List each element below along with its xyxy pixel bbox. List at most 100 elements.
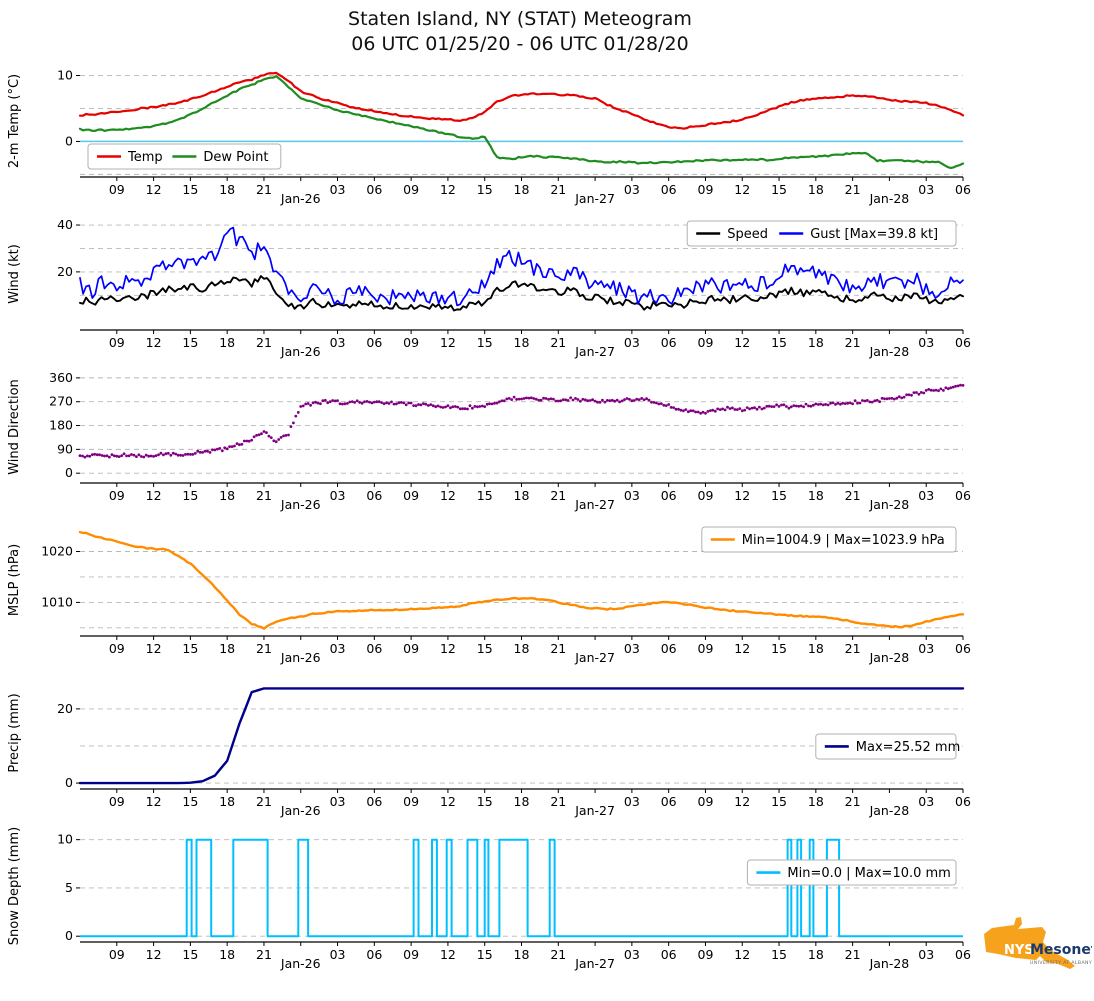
meteogram-panels: 0 10 2-m Temp (°C) 09 12 15 18 21 Jan-26 03 06 09 12… <box>0 57 1094 975</box>
svg-text:03: 03 <box>624 794 640 809</box>
svg-text:21: 21 <box>845 794 861 809</box>
svg-text:09: 09 <box>109 335 125 350</box>
series-Dew Point <box>78 75 965 170</box>
panel-precip: 0 20 Precip (mm) 09 12 15 18 21 Jan-26 03 06 09 12 15… <box>7 687 971 818</box>
svg-text:06: 06 <box>661 641 677 656</box>
svg-text:09: 09 <box>698 335 714 350</box>
legend: Max=25.52 mm <box>815 733 960 760</box>
svg-text:09: 09 <box>403 182 419 197</box>
svg-text:21: 21 <box>550 641 566 656</box>
series-Min=0.0 | Max=10.0 mm <box>80 838 963 938</box>
y-axis: 0 90 180 270 360 <box>49 370 80 480</box>
svg-text:03: 03 <box>918 947 934 962</box>
svg-text:15: 15 <box>771 947 787 962</box>
svg-text:03: 03 <box>624 488 640 503</box>
svg-text:0: 0 <box>65 928 73 943</box>
svg-text:10: 10 <box>57 68 73 83</box>
svg-text:Jan-28: Jan-28 <box>869 191 910 206</box>
svg-text:12: 12 <box>734 335 750 350</box>
svg-text:06: 06 <box>661 335 677 350</box>
svg-text:Jan-28: Jan-28 <box>869 650 910 665</box>
svg-text:12: 12 <box>734 947 750 962</box>
svg-text:1020: 1020 <box>41 543 73 558</box>
x-axis: 09 12 15 18 21 Jan-26 03 06 09 12 15 18 21 Jan-27 03 06… <box>109 636 971 665</box>
series-Speed <box>79 275 964 312</box>
svg-text:Speed: Speed <box>727 227 768 242</box>
legend: Speed Gust [Max=39.8 kt] <box>686 220 957 247</box>
svg-text:18: 18 <box>514 794 530 809</box>
svg-text:12: 12 <box>440 947 456 962</box>
svg-text:21: 21 <box>256 641 272 656</box>
svg-text:90: 90 <box>57 441 73 456</box>
svg-text:09: 09 <box>698 641 714 656</box>
svg-text:15: 15 <box>182 641 198 656</box>
svg-text:12: 12 <box>734 488 750 503</box>
svg-text:18: 18 <box>219 947 235 962</box>
svg-text:18: 18 <box>219 335 235 350</box>
svg-text:21: 21 <box>550 947 566 962</box>
svg-text:Jan-26: Jan-26 <box>280 803 321 818</box>
y-axis-label: Wind Direction <box>7 379 22 475</box>
svg-text:12: 12 <box>146 794 162 809</box>
x-axis: 09 12 15 18 21 Jan-26 03 06 09 12 15 18 21 Jan-27 03 06… <box>109 177 971 206</box>
x-axis: 09 12 15 18 21 Jan-26 03 06 09 12 15 18 21 Jan-27 03 06… <box>109 942 971 971</box>
svg-text:06: 06 <box>955 335 971 350</box>
svg-text:18: 18 <box>808 641 824 656</box>
svg-text:06: 06 <box>366 641 382 656</box>
svg-text:03: 03 <box>918 641 934 656</box>
ny-state-shape <box>984 917 1075 969</box>
svg-text:20: 20 <box>57 701 73 716</box>
svg-text:09: 09 <box>109 488 125 503</box>
svg-text:09: 09 <box>403 488 419 503</box>
svg-text:18: 18 <box>808 794 824 809</box>
svg-text:06: 06 <box>661 488 677 503</box>
svg-text:15: 15 <box>771 794 787 809</box>
svg-text:03: 03 <box>330 182 346 197</box>
svg-text:12: 12 <box>440 488 456 503</box>
svg-text:12: 12 <box>440 641 456 656</box>
svg-text:21: 21 <box>845 641 861 656</box>
svg-text:06: 06 <box>955 947 971 962</box>
y-axis-label: Precip (mm) <box>7 693 22 772</box>
series-Temp <box>78 71 965 130</box>
gridlines <box>80 377 963 474</box>
svg-text:Jan-27: Jan-27 <box>574 191 615 206</box>
svg-text:06: 06 <box>661 947 677 962</box>
svg-text:09: 09 <box>403 947 419 962</box>
svg-text:06: 06 <box>955 641 971 656</box>
svg-text:15: 15 <box>182 947 198 962</box>
svg-text:Temp: Temp <box>127 150 163 165</box>
svg-text:18: 18 <box>514 947 530 962</box>
svg-text:03: 03 <box>918 488 934 503</box>
svg-text:09: 09 <box>698 182 714 197</box>
y-axis: 0 20 <box>57 701 80 790</box>
svg-text:Jan-27: Jan-27 <box>574 344 615 359</box>
svg-text:15: 15 <box>477 488 493 503</box>
svg-text:03: 03 <box>330 488 346 503</box>
svg-text:15: 15 <box>477 335 493 350</box>
logo-tagline-text: UNIVERSITY AT ALBANY <box>1030 960 1092 966</box>
svg-text:06: 06 <box>955 182 971 197</box>
series-Wind Direction <box>78 383 965 459</box>
svg-text:15: 15 <box>477 641 493 656</box>
svg-text:Min=1004.9 | Max=1023.9 hPa: Min=1004.9 | Max=1023.9 hPa <box>742 533 945 548</box>
logo-mesonet-text: Mesonet <box>1030 942 1092 958</box>
svg-text:18: 18 <box>514 335 530 350</box>
svg-text:360: 360 <box>49 370 73 385</box>
svg-text:15: 15 <box>477 947 493 962</box>
svg-text:21: 21 <box>845 182 861 197</box>
legend: Temp Dew Point <box>87 143 282 170</box>
y-axis: 0 5 10 <box>57 832 80 943</box>
svg-text:06: 06 <box>955 794 971 809</box>
svg-text:09: 09 <box>109 794 125 809</box>
svg-text:12: 12 <box>440 182 456 197</box>
svg-text:15: 15 <box>182 794 198 809</box>
svg-text:21: 21 <box>256 182 272 197</box>
svg-text:09: 09 <box>109 641 125 656</box>
svg-text:180: 180 <box>49 418 73 433</box>
svg-text:Jan-28: Jan-28 <box>869 497 910 512</box>
